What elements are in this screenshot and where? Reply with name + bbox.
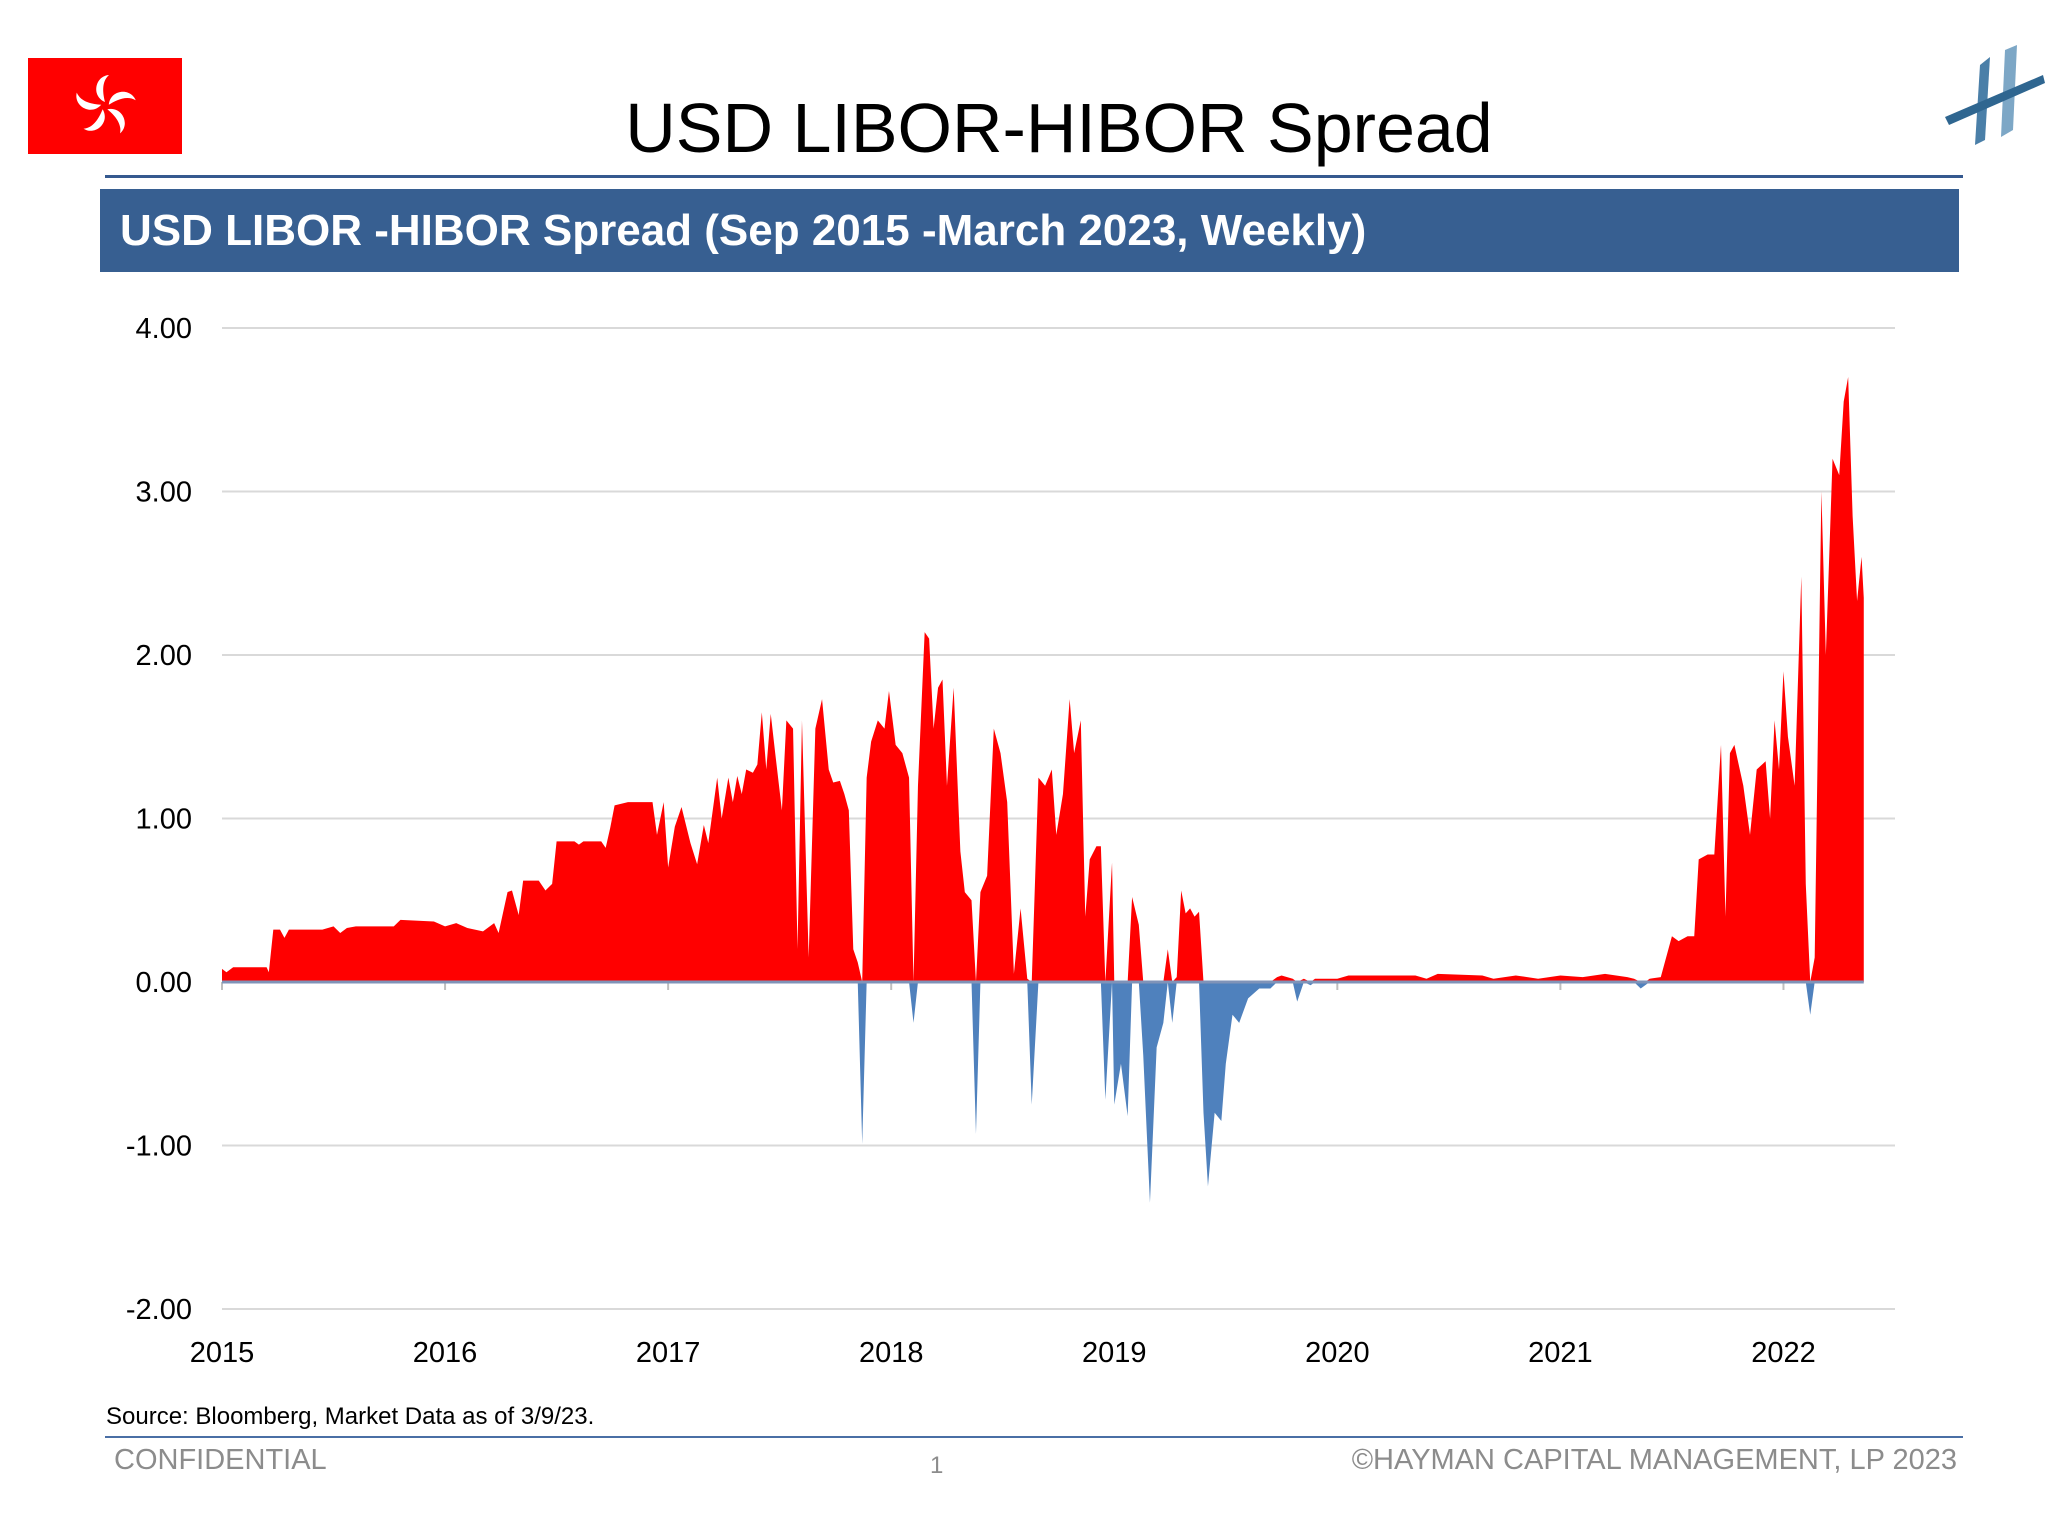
x-tick-label: 2017 [636, 1337, 701, 1369]
x-axis-labels: 2015 2016 2017 2018 2019 2020 2021 2022 [190, 1337, 1816, 1369]
chart-banner: USD LIBOR -HIBOR Spread (Sep 2015 -March… [100, 189, 1959, 272]
x-tick-label: 2020 [1305, 1337, 1370, 1369]
title-divider [105, 175, 1963, 178]
y-tick-label: 3.00 [136, 477, 192, 509]
positive-spread-area [222, 377, 1864, 982]
hayman-logo-icon [1945, 45, 2045, 150]
y-axis-labels: 4.00 3.00 2.00 1.00 0.00 -1.00 -2.00 [126, 313, 192, 1326]
y-tick-label: 2.00 [136, 640, 192, 672]
page-number: 1 [930, 1452, 944, 1479]
hong-kong-flag-icon [28, 58, 182, 154]
negative-spread-area [222, 982, 1864, 1203]
chart-areas [222, 377, 1864, 1203]
y-tick-label: -2.00 [126, 1294, 192, 1326]
page-title: USD LIBOR-HIBOR Spread [625, 89, 1493, 167]
spread-area-chart: 4.003.002.001.000.00-1.00-2.00 2015 2016 2… [126, 313, 1895, 1369]
x-tick-label: 2019 [1082, 1337, 1147, 1369]
x-tick-label: 2016 [413, 1337, 478, 1369]
y-tick-label: 4.00 [136, 313, 192, 345]
x-tick-label: 2015 [190, 1337, 255, 1369]
footer-confidential: CONFIDENTIAL [114, 1444, 327, 1476]
y-tick-label: 1.00 [136, 804, 192, 836]
y-tick-label: -1.00 [126, 1131, 192, 1163]
footer-divider [105, 1436, 1963, 1438]
y-tick-label: 0.00 [136, 967, 192, 999]
x-tick-label: 2018 [859, 1337, 924, 1369]
source-note: Source: Bloomberg, Market Data as of 3/9… [106, 1403, 595, 1430]
chart-gridlines [221, 327, 1895, 1310]
footer-copyright: ©HAYMAN CAPITAL MANAGEMENT, LP 2023 [1351, 1444, 1957, 1476]
x-tick-label: 2021 [1528, 1337, 1593, 1369]
x-tick-label: 2022 [1751, 1337, 1816, 1369]
